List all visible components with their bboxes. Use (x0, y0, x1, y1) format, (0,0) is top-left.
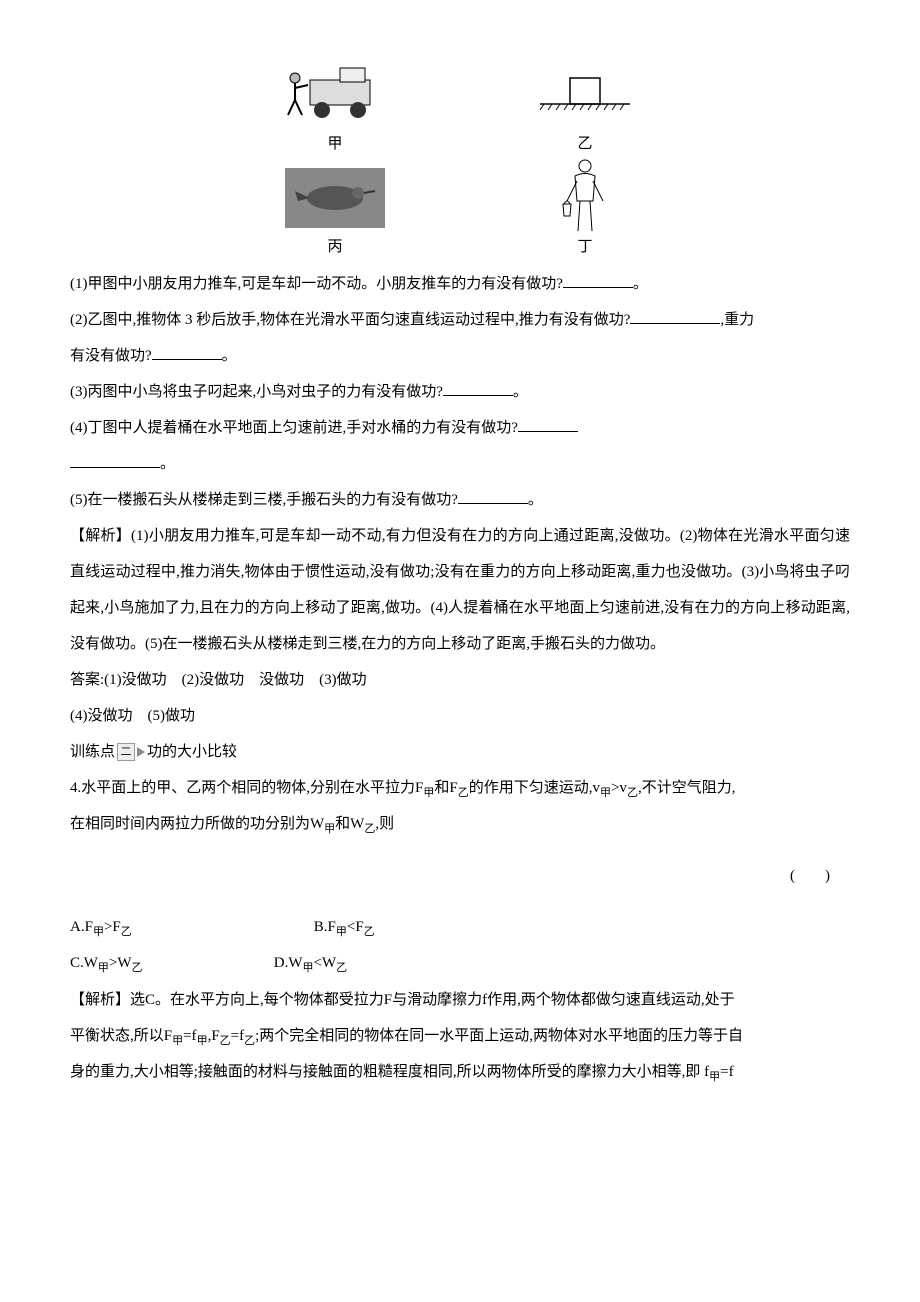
analysis-2-line2: 平衡状态,所以F甲=f甲,F乙=f乙;两个完全相同的物体在同一水平面上运动,两物… (70, 1018, 850, 1054)
triangle-icon (137, 747, 145, 757)
figure-ding: 丁 (530, 163, 640, 258)
q4-text: (4)丁图中人提着桶在水平地面上匀速前进,手对水桶的力有没有做功? (70, 420, 518, 436)
q3-text: (3)丙图中小鸟将虫子叼起来,小鸟对虫子的力有没有做功? (70, 384, 443, 400)
analysis-2-line1: 【解析】选C。在水平方向上,每个物体都受拉力F与滑动摩擦力f作用,两个物体都做匀… (70, 982, 850, 1018)
options-row-1: A.F甲>F乙 B.F甲<F乙 (70, 909, 850, 945)
figure-yi-image (530, 60, 640, 130)
question-2-line2: 有没有做功? 。 (70, 338, 850, 374)
q2-end: 。 (222, 348, 237, 364)
q4-blank (518, 416, 578, 432)
analysis-2-line3: 身的重力,大小相等;接触面的材料与接触面的粗糙程度相同,所以两物体所受的摩擦力大… (70, 1054, 850, 1090)
question-2: (2)乙图中,推物体 3 秒后放手,物体在光滑水平面匀速直线运动过程中,推力有没… (70, 302, 850, 338)
answer-line-2: (4)没做功 (5)做功 (70, 698, 850, 734)
q3-blank (443, 380, 513, 396)
question-1: (1)甲图中小朋友用力推车,可是车却一动不动。小朋友推车的力有没有做功? 。 (70, 266, 850, 302)
q2-blank-1 (630, 308, 720, 324)
option-c: C.W甲>W乙 (70, 945, 270, 981)
options-row-2: C.W甲>W乙 D.W甲<W乙 (70, 945, 850, 981)
figure-jia-image (280, 60, 390, 130)
q3-end: 。 (513, 384, 528, 400)
q2-blank-2 (152, 344, 222, 360)
figure-jia-label: 甲 (327, 134, 342, 155)
figure-bing-label: 丙 (327, 237, 342, 258)
train-title: 功的大小比较 (147, 734, 237, 770)
q1-text: (1)甲图中小朋友用力推车,可是车却一动不动。小朋友推车的力有没有做功? (70, 276, 563, 292)
q5-text: (5)在一楼搬石头从楼梯走到三楼,手搬石头的力有没有做功? (70, 492, 458, 508)
train-number-box: 二 (117, 743, 135, 761)
option-a: A.F甲>F乙 (70, 909, 310, 945)
figure-ding-image (530, 163, 640, 233)
answer-line-1: 答案:(1)没做功 (2)没做功 没做功 (3)做功 (70, 662, 850, 698)
figure-jia: 甲 (280, 60, 390, 155)
q1-blank (563, 272, 633, 288)
q5-end: 。 (528, 492, 543, 508)
figure-row-2: 丙 丁 (70, 163, 850, 258)
question-4-line2: 。 (70, 446, 850, 482)
analysis-1: 【解析】(1)小朋友用力推车,可是车却一动不动,有力但没有在力的方向上通过距离,… (70, 518, 850, 662)
figure-ding-label: 丁 (577, 237, 592, 258)
q2-text-a: (2)乙图中,推物体 3 秒后放手,物体在光滑水平面匀速直线运动过程中,推力有没… (70, 312, 630, 328)
figure-bing-image (280, 163, 390, 233)
train-prefix: 训练点 (70, 734, 115, 770)
training-point-header: 训练点二功的大小比较 (70, 734, 850, 770)
question-3: (3)丙图中小鸟将虫子叼起来,小鸟对虫子的力有没有做功? 。 (70, 374, 850, 410)
option-d: D.W甲<W乙 (274, 945, 347, 981)
q5-blank (458, 488, 528, 504)
q4-end: 。 (160, 456, 175, 472)
q2-text-c: 有没有做功? (70, 348, 152, 364)
figure-bing: 丙 (280, 163, 390, 258)
question-4: (4)丁图中人提着桶在水平地面上匀速前进,手对水桶的力有没有做功? (70, 410, 850, 446)
question-4-stem: 4.水平面上的甲、乙两个相同的物体,分别在水平拉力F甲和F乙的作用下匀速运动,v… (70, 770, 850, 806)
q1-end: 。 (633, 276, 648, 292)
question-5: (5)在一楼搬石头从楼梯走到三楼,手搬石头的力有没有做功? 。 (70, 482, 850, 518)
figure-yi: 乙 (530, 60, 640, 155)
q4-blank-2 (70, 452, 160, 468)
q2-text-b: ,重力 (720, 312, 754, 328)
option-b: B.F甲<F乙 (314, 909, 375, 945)
answer-paren: ( ) (70, 858, 850, 894)
question-4-stem-line2: 在相同时间内两拉力所做的功分别为W甲和W乙,则 (70, 806, 850, 842)
figure-row-1: 甲 乙 (70, 60, 850, 155)
figure-yi-label: 乙 (577, 134, 592, 155)
